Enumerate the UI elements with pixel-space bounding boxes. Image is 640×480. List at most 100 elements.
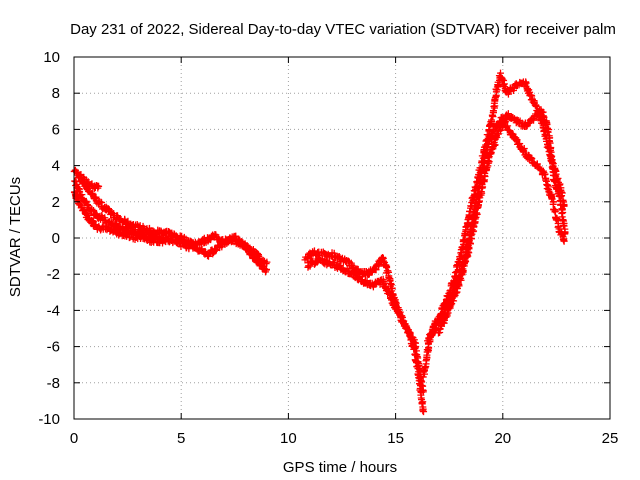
data-point — [559, 221, 567, 229]
data-point — [443, 310, 451, 318]
data-point — [455, 281, 463, 289]
x-tick-label: 20 — [494, 430, 511, 447]
series-track-b — [71, 177, 271, 268]
data-point — [482, 167, 490, 175]
data-point — [263, 258, 271, 266]
data-point — [437, 310, 445, 318]
data-point — [528, 155, 536, 163]
data-point — [466, 207, 474, 215]
data-point — [483, 131, 491, 139]
y-tick-label: 2 — [52, 194, 60, 211]
data-point — [207, 236, 215, 244]
data-point — [473, 210, 481, 218]
data-point — [417, 394, 425, 402]
y-axis-label: SDTVAR / TECUs — [7, 177, 24, 297]
axis-ticks: 0 5 10 15 20 25 -10 -8 -6 -4 -2 0 2 4 6 8 10 — [38, 49, 618, 447]
data-point — [438, 305, 446, 313]
data-point — [481, 148, 489, 156]
data-point — [534, 110, 542, 118]
data-point — [447, 301, 455, 309]
data-markers — [70, 69, 569, 416]
data-point — [73, 195, 81, 203]
data-point — [418, 382, 426, 390]
data-point — [542, 176, 550, 184]
data-point — [84, 202, 92, 210]
data-point — [481, 172, 489, 180]
data-point — [262, 260, 270, 268]
data-point — [544, 128, 552, 136]
series-track-i — [434, 106, 569, 337]
data-point — [480, 177, 488, 185]
y-tick-label: -8 — [47, 375, 60, 392]
chart-title: Day 231 of 2022, Sidereal Day-to-day VTE… — [70, 21, 616, 38]
x-axis-label: GPS time / hours — [283, 459, 397, 476]
data-point — [84, 178, 92, 186]
x-tick-label: 10 — [280, 430, 297, 447]
x-tick-label: 0 — [70, 430, 78, 447]
data-point — [256, 254, 264, 262]
data-point — [310, 247, 318, 255]
data-point — [467, 232, 475, 240]
data-point — [306, 262, 314, 270]
data-point — [528, 92, 536, 100]
x-tick-label: 15 — [387, 430, 404, 447]
data-point — [439, 318, 447, 326]
data-point — [420, 408, 428, 416]
data-point — [415, 365, 423, 373]
data-point — [533, 160, 541, 168]
data-point — [421, 364, 429, 372]
data-point — [355, 274, 363, 282]
data-point — [541, 170, 549, 178]
data-point — [472, 184, 480, 192]
data-point — [95, 182, 103, 190]
data-point — [516, 140, 524, 148]
x-tick-label: 5 — [177, 430, 185, 447]
y-tick-label: -6 — [47, 339, 60, 356]
data-point — [476, 164, 484, 172]
y-tick-label: 4 — [52, 158, 60, 175]
y-tick-label: 10 — [43, 49, 60, 66]
data-point — [497, 69, 505, 77]
series-track-h — [424, 69, 568, 345]
y-tick-label: 8 — [52, 85, 60, 102]
series-track-d — [77, 170, 103, 192]
data-point — [488, 116, 496, 124]
data-point — [463, 219, 471, 227]
data-point — [557, 200, 565, 208]
y-tick-label: 6 — [52, 121, 60, 138]
data-point — [498, 75, 506, 83]
y-tick-label: -2 — [47, 266, 60, 283]
data-point — [221, 240, 229, 248]
data-point — [459, 267, 467, 275]
data-point — [493, 86, 501, 94]
data-point — [500, 119, 508, 127]
data-point — [477, 188, 485, 196]
y-tick-label: 0 — [52, 230, 60, 247]
data-point — [397, 312, 405, 320]
data-point — [561, 230, 569, 238]
data-point — [551, 207, 559, 215]
data-point — [560, 235, 568, 243]
data-point — [419, 407, 427, 415]
data-point — [554, 223, 562, 231]
data-point — [550, 177, 558, 185]
data-point — [527, 154, 535, 162]
data-point — [352, 270, 360, 278]
data-point — [520, 146, 528, 154]
data-point — [419, 388, 427, 396]
y-tick-label: -4 — [47, 302, 60, 319]
series-track-f — [304, 254, 427, 396]
data-point — [383, 267, 391, 275]
data-point — [451, 273, 459, 281]
series-track-c — [70, 188, 174, 247]
data-point — [460, 237, 468, 245]
data-point — [553, 216, 561, 224]
data-point — [392, 303, 400, 311]
data-point — [166, 234, 174, 242]
data-point — [88, 217, 96, 225]
data-point — [379, 253, 387, 261]
x-tick-label: 25 — [602, 430, 619, 447]
y-tick-label: -10 — [38, 411, 60, 428]
data-point — [411, 343, 419, 351]
